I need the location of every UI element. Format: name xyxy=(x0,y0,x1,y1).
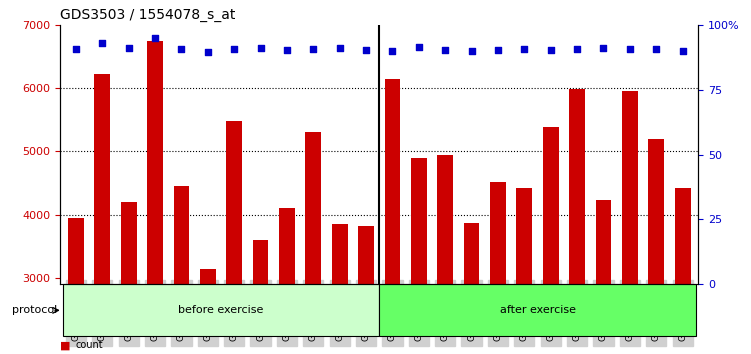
Bar xyxy=(358,226,374,284)
Bar xyxy=(200,269,216,284)
Bar xyxy=(226,121,242,284)
Point xyxy=(176,46,188,52)
Point xyxy=(466,48,478,53)
Point xyxy=(202,49,214,55)
Point xyxy=(650,46,662,52)
Point xyxy=(255,45,267,51)
Text: GDS3503 / 1554078_s_at: GDS3503 / 1554078_s_at xyxy=(60,8,236,22)
Point xyxy=(70,47,82,52)
Bar xyxy=(68,218,84,284)
Bar xyxy=(517,188,532,284)
Point xyxy=(413,44,425,50)
Point xyxy=(677,48,689,53)
Bar xyxy=(490,182,506,284)
Point xyxy=(624,47,636,52)
Bar xyxy=(121,202,137,284)
Point xyxy=(387,48,399,53)
Bar xyxy=(385,79,400,284)
Point xyxy=(307,46,319,52)
Point xyxy=(492,47,504,53)
Text: protocol: protocol xyxy=(12,306,57,315)
Text: count: count xyxy=(75,341,103,350)
Bar xyxy=(332,224,348,284)
Bar xyxy=(147,41,163,284)
Point xyxy=(333,45,345,51)
Bar xyxy=(306,132,321,284)
Point xyxy=(518,46,530,52)
Bar xyxy=(648,139,664,284)
Point xyxy=(149,35,161,41)
Text: before exercise: before exercise xyxy=(178,306,264,315)
Point xyxy=(281,47,293,53)
FancyBboxPatch shape xyxy=(379,284,695,336)
Bar xyxy=(279,209,295,284)
Bar xyxy=(173,186,189,284)
Bar xyxy=(437,155,453,284)
Bar xyxy=(674,188,690,284)
Point xyxy=(439,47,451,53)
Point xyxy=(360,47,372,53)
Text: ■: ■ xyxy=(60,341,71,350)
Text: after exercise: after exercise xyxy=(499,306,575,315)
Point xyxy=(544,47,556,53)
Bar xyxy=(543,127,559,284)
Bar xyxy=(95,74,110,284)
Point xyxy=(571,47,583,52)
Bar xyxy=(569,89,585,284)
FancyBboxPatch shape xyxy=(63,284,379,336)
Point xyxy=(122,45,134,51)
Point xyxy=(96,40,108,45)
Bar xyxy=(252,240,268,284)
Bar xyxy=(622,91,638,284)
Bar xyxy=(411,158,427,284)
Point xyxy=(598,45,610,50)
Bar xyxy=(596,200,611,284)
Bar xyxy=(463,223,479,284)
Point xyxy=(228,46,240,52)
